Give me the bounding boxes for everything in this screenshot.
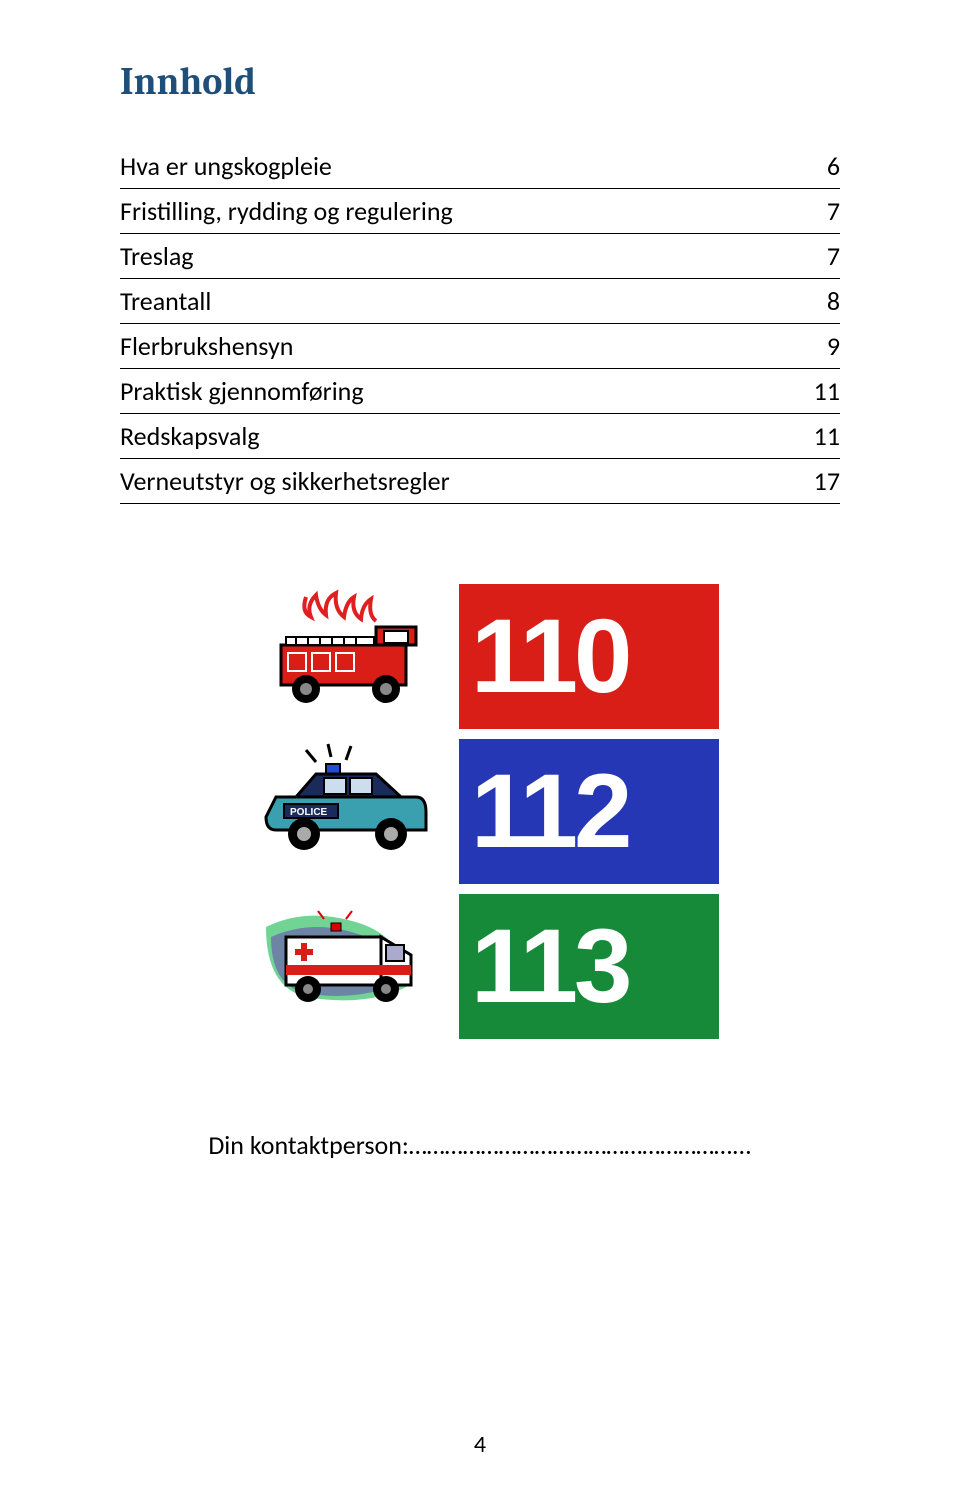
toc-row: Praktisk gjennomføring 11 (120, 369, 840, 414)
toc-label: Fristilling, rydding og regulering (120, 195, 453, 227)
page-title: Innhold (120, 60, 840, 104)
toc-row: Treantall 8 (120, 279, 840, 324)
toc-page: 11 (814, 420, 840, 452)
toc-page: 11 (814, 375, 840, 407)
toc-label: Treantall (120, 285, 211, 317)
toc-row: Fristilling, rydding og regulering 7 (120, 189, 840, 234)
toc-label: Hva er ungskogpleie (120, 150, 332, 182)
table-of-contents: Hva er ungskogpleie 6 Fristilling, ryddi… (120, 144, 840, 504)
toc-page: 7 (827, 195, 840, 227)
emergency-numbers: POLICE (120, 584, 840, 1039)
toc-row: Treslag 7 (120, 234, 840, 279)
page-number: 4 (0, 1430, 960, 1459)
police-car-icon: POLICE (241, 739, 451, 884)
contact-line: Din kontaktperson:………………………………………………... (120, 1129, 840, 1161)
ambulance-icon (241, 894, 451, 1039)
toc-page: 6 (827, 150, 840, 182)
svg-text:POLICE: POLICE (290, 807, 328, 818)
toc-page: 8 (827, 285, 840, 317)
toc-label: Redskapsvalg (120, 420, 260, 452)
toc-page: 17 (814, 465, 840, 497)
toc-row: Redskapsvalg 11 (120, 414, 840, 459)
toc-label: Treslag (120, 240, 194, 272)
fire-truck-icon (241, 584, 451, 729)
toc-page: 9 (827, 330, 840, 362)
toc-page: 7 (827, 240, 840, 272)
emergency-number-police: 112 (459, 739, 719, 884)
toc-label: Flerbrukshensyn (120, 330, 293, 362)
toc-label: Praktisk gjennomføring (120, 375, 364, 407)
toc-row: Hva er ungskogpleie 6 (120, 144, 840, 189)
emergency-number-fire: 110 (459, 584, 719, 729)
emergency-number-ambulance: 113 (459, 894, 719, 1039)
toc-row: Flerbrukshensyn 9 (120, 324, 840, 369)
toc-label: Verneutstyr og sikkerhetsregler (120, 465, 450, 497)
toc-row: Verneutstyr og sikkerhetsregler 17 (120, 459, 840, 504)
